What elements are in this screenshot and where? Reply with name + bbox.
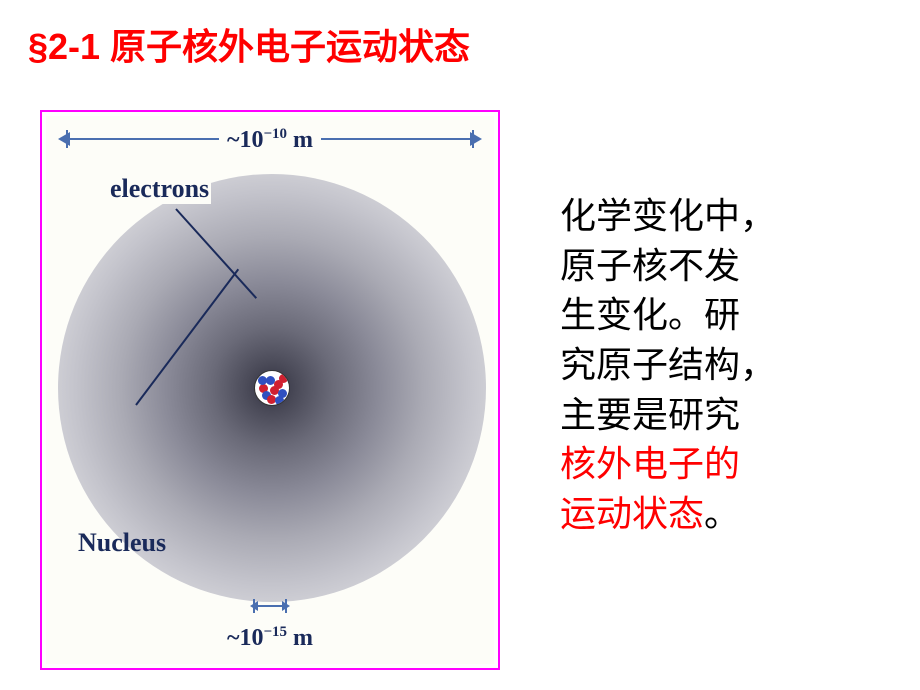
atom-diagram-frame: ~10−10 m electrons Nucleus ~10−15 m [40,110,500,670]
nucleus-width-scale [46,597,494,620]
neutron-icon [258,376,267,385]
body-line-5: 主要是研究 [560,395,740,435]
nucleus [254,370,290,406]
body-line-3: 生变化。研 [560,295,740,335]
body-line-1: 化学变化中， [560,196,776,236]
nucleus-scale-arrow [250,597,290,615]
body-line-7-red: 运动状态 [560,494,704,534]
body-line-6-red: 核外电子的 [560,444,740,484]
body-line-7-black: 。 [704,494,740,534]
scale-tick-right [472,130,474,148]
body-line-4: 究原子结构， [560,345,776,385]
section-title: §2-1 原子核外电子运动状态 [28,18,470,70]
body-text: 化学变化中， 原子核不发 生变化。研 究原子结构， 主要是研究 核外电子的 运动… [560,192,880,540]
nucleus-width-label: ~10−15 m [46,624,494,652]
electrons-label: electrons [108,174,211,204]
proton-icon [279,374,288,383]
atom-width-scale: ~10−10 m [46,124,494,164]
nucleus-label: Nucleus [78,528,166,558]
atom-diagram: ~10−10 m electrons Nucleus ~10−15 m [46,116,494,664]
atom-width-label: ~10−10 m [219,126,321,154]
body-line-2: 原子核不发 [560,246,740,286]
scale-tick-right [285,599,287,613]
neutron-icon [275,396,284,405]
